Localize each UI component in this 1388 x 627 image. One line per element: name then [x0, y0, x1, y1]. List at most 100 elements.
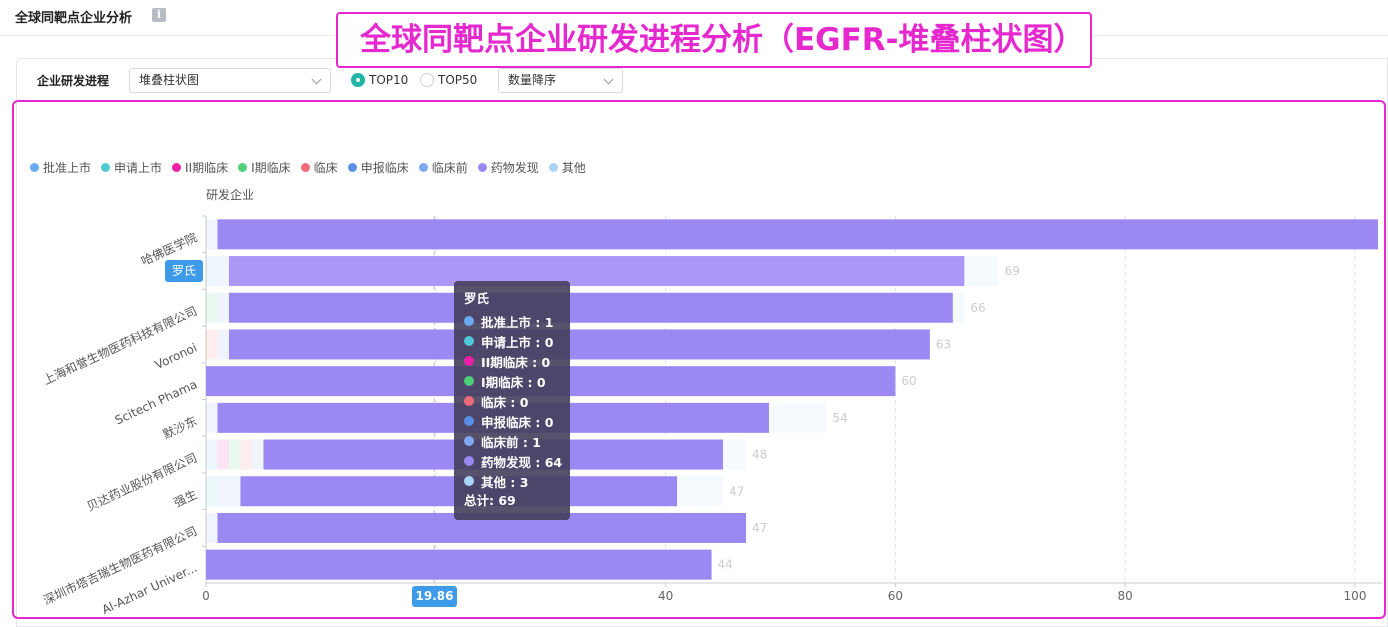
- radio-unchecked-icon: [420, 73, 434, 87]
- legend-label: 其他: [561, 160, 586, 175]
- bar-total-label: 69: [1005, 264, 1020, 278]
- tooltip-dot-icon: [464, 436, 474, 446]
- bar-segment: [723, 439, 747, 470]
- radio-top10-label: TOP10: [369, 73, 409, 87]
- tooltip-row-text: 药物发现 : 64: [481, 454, 563, 470]
- legend-label: 药物发现: [490, 160, 539, 175]
- x-tick-label: 80: [1118, 589, 1133, 603]
- tooltip-row: 批准上市 : 1: [464, 311, 570, 331]
- tooltip-total-label: 总计:: [464, 493, 494, 508]
- radio-top10[interactable]: TOP10: [351, 72, 408, 88]
- legend-item[interactable]: 申请上市: [101, 159, 162, 175]
- bar-segment: [217, 292, 229, 323]
- legend-item[interactable]: 批准上市: [30, 159, 91, 175]
- annotation-banner: 全球同靶点企业研发进程分析（EGFR-堆叠柱状图）: [336, 12, 1092, 68]
- bar-segment: [769, 402, 827, 433]
- tooltip-row-text: 批准上市 : 1: [481, 314, 554, 330]
- legend-item[interactable]: II期临床: [172, 159, 228, 175]
- page-title: 全球同靶点企业分析: [15, 11, 133, 26]
- bar-segment: [206, 256, 218, 287]
- bar-segment: [952, 292, 965, 323]
- tooltip-row-text: 临床前 : 1: [481, 434, 541, 450]
- legend-item[interactable]: I期临床: [238, 159, 291, 175]
- radio-checked-icon: [351, 73, 365, 87]
- x-tick-label: 60: [888, 589, 903, 603]
- tooltip-total-value: 69: [498, 493, 516, 508]
- sort-select-value: 数量降序: [508, 73, 557, 87]
- bar-segment: [228, 256, 965, 287]
- chart-legend: 批准上市 申请上市 II期临床 I期临床 临床 申报临床 临床前 药物发现 其他: [30, 159, 596, 175]
- legend-dot-icon: [548, 162, 558, 172]
- axis-pointer-value: 19.86: [412, 586, 457, 607]
- tooltip-row: 申请上市 : 0: [464, 331, 570, 351]
- radio-top50[interactable]: TOP50: [420, 72, 477, 88]
- tooltip-row: 临床 : 0: [464, 391, 570, 411]
- tooltip-row-text: 其他 : 3: [481, 474, 529, 490]
- tooltip-dot-icon: [464, 336, 474, 346]
- x-tick-label: 40: [658, 589, 673, 603]
- radio-top50-label: TOP50: [438, 73, 478, 87]
- tooltip-row-text: 申请上市 : 0: [481, 334, 554, 350]
- bar-total-label: 54: [832, 411, 847, 425]
- tooltip-row: 药物发现 : 64: [464, 451, 570, 471]
- legend-label: II期临床: [185, 160, 229, 175]
- bar-segment: [217, 329, 229, 360]
- legend-dot-icon: [172, 162, 182, 172]
- tooltip-dot-icon: [464, 396, 474, 406]
- tooltip-row: I期临床 : 0: [464, 371, 570, 391]
- bar-segment: [251, 439, 264, 470]
- legend-label: 申请上市: [114, 160, 163, 175]
- bar-segment: [217, 476, 241, 507]
- tooltip-title: 罗氏: [464, 291, 490, 306]
- tooltip-row: 申报临床 : 0: [464, 411, 570, 431]
- legend-item[interactable]: 其他: [548, 159, 586, 175]
- bar-total-label: 47: [752, 521, 767, 535]
- bar-segment: [217, 219, 1378, 250]
- bar-segment: [206, 549, 712, 580]
- bar-total-label: 60: [901, 374, 916, 388]
- legend-item[interactable]: 临床前: [418, 159, 468, 175]
- tooltip-dot-icon: [464, 416, 474, 426]
- tooltip-row: II期临床 : 0: [464, 351, 570, 371]
- bar-total-label: 66: [970, 301, 985, 315]
- bar-segment: [228, 329, 930, 360]
- legend-dot-icon: [347, 162, 357, 172]
- legend-dot-icon: [477, 162, 487, 172]
- toolbar-label: 企业研发进程: [37, 74, 110, 88]
- x-tick-label: 100: [1344, 589, 1367, 603]
- tooltip-row: 临床前 : 1: [464, 431, 570, 451]
- legend-label: 临床前: [431, 160, 468, 175]
- chart-type-select[interactable]: 堆叠柱状图: [129, 68, 331, 93]
- legend-label: 临床: [313, 160, 338, 175]
- legend-label: I期临床: [251, 160, 291, 175]
- tooltip-row-text: 申报临床 : 0: [481, 414, 554, 430]
- tooltip-row-text: II期临床 : 0: [481, 354, 551, 370]
- bar-segment: [206, 329, 218, 360]
- bar-segment: [677, 476, 724, 507]
- legend-dot-icon: [418, 162, 428, 172]
- bar-segment: [206, 512, 218, 543]
- bar-segment: [240, 439, 252, 470]
- legend-item[interactable]: 药物发现: [477, 159, 539, 175]
- bar-segment: [964, 256, 999, 287]
- tooltip-dot-icon: [464, 456, 474, 466]
- axis-pointer-row-label: 罗氏: [165, 260, 203, 282]
- x-tick-label: 0: [202, 589, 210, 603]
- chart-tooltip: 罗氏 批准上市 : 1 申请上市 : 0 II期临床 : 0 I期临床 : 0 临床 :…: [454, 281, 570, 520]
- tooltip-row: 其他 : 3: [464, 471, 570, 491]
- legend-item[interactable]: 临床: [300, 159, 338, 175]
- y-axis-title: 研发企业: [206, 187, 254, 202]
- bar-segment: [206, 476, 218, 507]
- legend-dot-icon: [300, 162, 310, 172]
- chart-highlight-frame: [12, 100, 1386, 619]
- bar-segment: [206, 402, 218, 433]
- bar-segment: [228, 439, 241, 470]
- bar-segment: [206, 219, 218, 250]
- info-icon[interactable]: i: [152, 8, 166, 22]
- tooltip-dot-icon: [464, 476, 474, 486]
- legend-item[interactable]: 申报临床: [347, 159, 409, 175]
- tooltip-dot-icon: [464, 376, 474, 386]
- bar-segment: [206, 439, 218, 470]
- sort-select[interactable]: 数量降序: [498, 68, 623, 93]
- bar-segment: [217, 256, 229, 287]
